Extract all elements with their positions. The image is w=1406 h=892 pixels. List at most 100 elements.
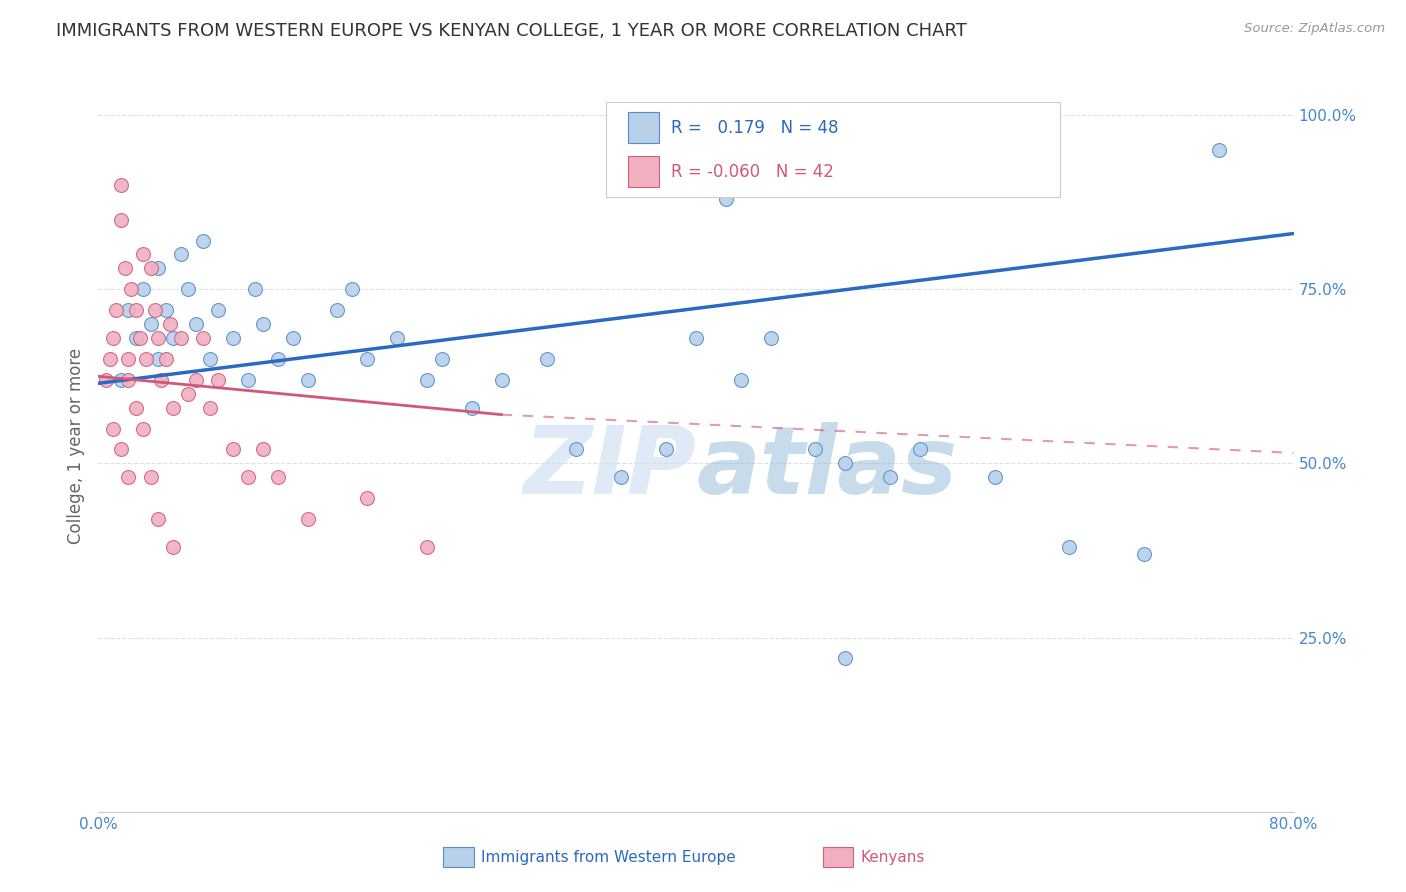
Point <box>105 303 128 318</box>
FancyBboxPatch shape <box>606 103 1060 197</box>
Point <box>125 401 148 415</box>
Point <box>491 373 513 387</box>
Point <box>685 331 707 345</box>
Point <box>159 317 181 331</box>
FancyBboxPatch shape <box>628 156 659 187</box>
Point <box>191 331 214 345</box>
Point <box>245 282 267 296</box>
Point <box>98 351 122 366</box>
Point <box>416 373 439 387</box>
Point <box>148 512 170 526</box>
Point <box>834 457 856 471</box>
Point <box>326 303 349 318</box>
Text: Kenyans: Kenyans <box>860 850 925 864</box>
Point <box>252 317 274 331</box>
Point <box>135 351 157 366</box>
Text: R =   0.179   N = 48: R = 0.179 N = 48 <box>671 119 839 136</box>
Point <box>148 331 170 345</box>
Point <box>139 317 162 331</box>
Point <box>110 442 132 457</box>
Point <box>610 470 633 484</box>
Point <box>207 303 229 318</box>
Text: Source: ZipAtlas.com: Source: ZipAtlas.com <box>1244 22 1385 36</box>
Point <box>139 470 162 484</box>
Point <box>385 331 409 345</box>
Point <box>150 373 173 387</box>
Text: R = -0.060   N = 42: R = -0.060 N = 42 <box>671 162 834 181</box>
Point <box>416 540 439 554</box>
FancyBboxPatch shape <box>628 112 659 144</box>
Point <box>155 303 177 318</box>
Point <box>200 351 222 366</box>
Point <box>655 442 678 457</box>
Point <box>114 261 136 276</box>
Point <box>162 401 184 415</box>
Point <box>759 331 782 345</box>
Point <box>103 331 125 345</box>
Y-axis label: College, 1 year or more: College, 1 year or more <box>66 348 84 544</box>
Point <box>117 303 139 318</box>
Point <box>879 470 901 484</box>
Point <box>155 351 177 366</box>
Point <box>117 373 139 387</box>
Point <box>984 470 1007 484</box>
Point <box>356 491 378 506</box>
Point <box>640 122 662 136</box>
Point <box>297 373 319 387</box>
Point <box>342 282 364 296</box>
Point <box>110 178 132 192</box>
Point <box>222 331 245 345</box>
Point <box>1133 547 1156 561</box>
Point <box>177 386 200 401</box>
Point <box>103 421 125 435</box>
Point <box>162 540 184 554</box>
Point <box>297 512 319 526</box>
Point <box>132 282 155 296</box>
Point <box>132 247 155 261</box>
Point <box>129 331 152 345</box>
Point <box>177 282 200 296</box>
Point <box>236 470 259 484</box>
Text: atlas: atlas <box>696 422 957 514</box>
Point <box>1059 540 1081 554</box>
Point <box>1208 143 1230 157</box>
Point <box>536 351 558 366</box>
Point <box>730 373 752 387</box>
Point <box>191 234 214 248</box>
Text: ZIP: ZIP <box>523 422 696 514</box>
Point <box>120 282 142 296</box>
Point <box>125 331 148 345</box>
Point <box>252 442 274 457</box>
Point <box>94 373 117 387</box>
Point <box>110 373 132 387</box>
Point <box>461 401 484 415</box>
Point <box>834 651 856 665</box>
Point <box>148 261 170 276</box>
Point <box>565 442 588 457</box>
Point <box>430 351 453 366</box>
Point <box>184 317 207 331</box>
Point <box>714 192 737 206</box>
Point <box>207 373 229 387</box>
Point <box>184 373 207 387</box>
Point <box>222 442 245 457</box>
Point <box>804 442 827 457</box>
Text: IMMIGRANTS FROM WESTERN EUROPE VS KENYAN COLLEGE, 1 YEAR OR MORE CORRELATION CHA: IMMIGRANTS FROM WESTERN EUROPE VS KENYAN… <box>56 22 967 40</box>
Point <box>125 303 148 318</box>
Point <box>162 331 184 345</box>
Point <box>267 470 290 484</box>
Point <box>169 247 191 261</box>
Point <box>117 470 139 484</box>
Text: Immigrants from Western Europe: Immigrants from Western Europe <box>481 850 735 864</box>
Point <box>281 331 304 345</box>
Point <box>169 331 191 345</box>
Point <box>908 442 931 457</box>
Point <box>148 351 170 366</box>
Point <box>236 373 259 387</box>
Point <box>200 401 222 415</box>
Point <box>356 351 378 366</box>
Point <box>117 351 139 366</box>
Point <box>132 421 155 435</box>
Point <box>110 212 132 227</box>
Point <box>139 261 162 276</box>
